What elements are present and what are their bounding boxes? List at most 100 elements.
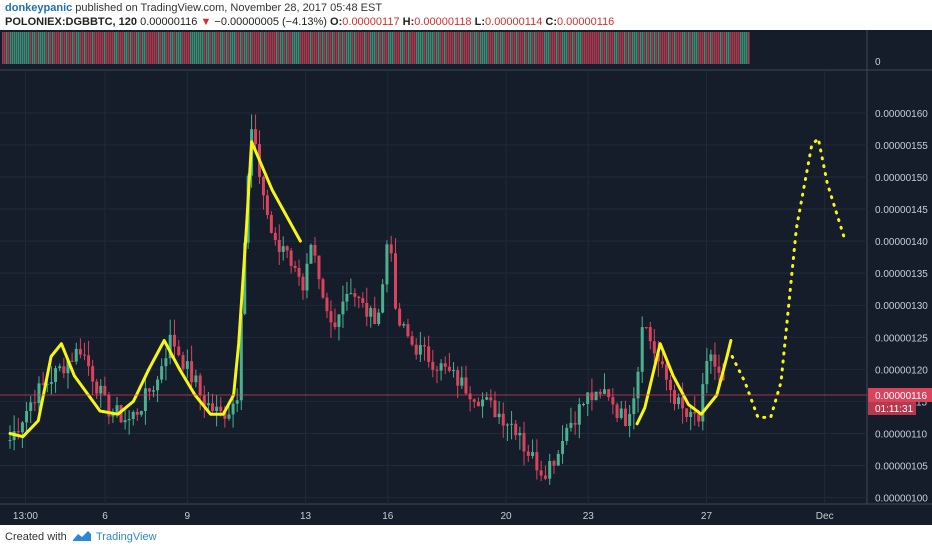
volume-bar: [4, 32, 6, 64]
candle-body: [607, 389, 611, 398]
volume-bar: [450, 32, 452, 64]
volume-bar: [362, 32, 364, 64]
time-tick-label: Dec: [816, 511, 834, 522]
chart-area[interactable]: 0.00000160 0.00000155 0.00000150 0.00000145…: [0, 30, 932, 525]
volume-bar: [154, 32, 156, 64]
volume-bar: [602, 32, 604, 64]
volume-bar: [32, 32, 34, 64]
candle-body: [660, 361, 664, 365]
volume-bar: [166, 32, 168, 64]
candle-body: [227, 414, 231, 419]
axes-layer: 0.00000160 0.00000155 0.00000150 0.00000145…: [0, 57, 932, 522]
annotations-layer: [8, 137, 847, 439]
symbol-name[interactable]: POLONIEX:DGBBTC, 120: [5, 16, 138, 28]
volume-bar: [716, 32, 718, 64]
volume-bar: [218, 32, 220, 64]
volume-bar: [590, 32, 592, 64]
footer: Created with TradingView: [0, 525, 932, 550]
countdown-label: 01:11:31: [875, 404, 914, 415]
volume-bar: [608, 32, 610, 64]
volume-bar: [134, 32, 136, 64]
candle-body: [598, 391, 602, 394]
volume-bar: [366, 32, 368, 64]
volume-bar: [146, 32, 148, 64]
candle-body: [668, 379, 672, 391]
time-tick-label: 6: [102, 511, 108, 522]
candle-body: [181, 355, 185, 369]
volume-bar: [438, 32, 440, 64]
volume-bar: [52, 32, 54, 64]
volume-bar: [156, 32, 158, 64]
volume-bar: [686, 32, 688, 64]
volume-panel: [2, 32, 750, 64]
volume-bar: [196, 32, 198, 64]
price-change: −0.00000005 (−4.13%): [214, 16, 327, 28]
volume-bar: [334, 32, 336, 64]
volume-bar: [520, 32, 522, 64]
candle-body: [333, 322, 337, 327]
candle-body: [8, 440, 12, 442]
candle-body: [281, 246, 285, 252]
candle-body: [99, 385, 103, 394]
projection-dotted-line: [730, 137, 847, 419]
volume-bar: [634, 32, 636, 64]
candle-body: [485, 397, 489, 400]
volume-bar: [224, 32, 226, 64]
volume-bar: [14, 32, 16, 64]
price-tick-label: 0.00000160: [875, 109, 928, 120]
author-link[interactable]: donkeypanic: [5, 2, 73, 14]
candle-body: [582, 404, 586, 406]
volume-bar: [254, 32, 256, 64]
volume-bar: [416, 32, 418, 64]
candle-body: [717, 366, 721, 373]
volume-bar: [538, 32, 540, 64]
volume-bar: [496, 32, 498, 64]
volume-bar: [584, 32, 586, 64]
volume-bar: [38, 32, 40, 64]
volume-bar: [588, 32, 590, 64]
volume-bar: [86, 32, 88, 64]
volume-bar: [672, 32, 674, 64]
candle-body: [489, 397, 493, 401]
volume-bar: [194, 32, 196, 64]
volume-bar: [54, 32, 56, 64]
drawn-trend-line: [8, 140, 302, 439]
volume-bar: [6, 32, 8, 64]
candle-body: [152, 390, 156, 392]
volume-bar: [718, 32, 720, 64]
volume-bar: [280, 32, 282, 64]
volume-bar: [332, 32, 334, 64]
volume-bar: [690, 32, 692, 64]
volume-bar: [422, 32, 424, 64]
plot-background: [0, 30, 867, 504]
volume-bar: [90, 32, 92, 64]
volume-bar: [598, 32, 600, 64]
candle-body: [493, 400, 497, 418]
volume-bar: [44, 32, 46, 64]
volume-bar: [486, 32, 488, 64]
volume-bar: [720, 32, 722, 64]
volume-bar: [622, 32, 624, 64]
volume-bar: [192, 32, 194, 64]
volume-bar: [118, 32, 120, 64]
volume-bar: [322, 32, 324, 64]
price-chart[interactable]: 0.00000160 0.00000155 0.00000150 0.00000145…: [0, 30, 932, 525]
volume-bar: [130, 32, 132, 64]
volume-bar: [234, 32, 236, 64]
candle-body: [353, 293, 357, 297]
candle-body: [147, 388, 151, 392]
volume-bar: [342, 32, 344, 64]
tradingview-brand[interactable]: TradingView: [96, 531, 157, 543]
candle-body: [406, 324, 410, 337]
volume-bar: [506, 32, 508, 64]
time-tick-label: 13: [300, 511, 312, 522]
price-tick-label: 0.00000135: [875, 269, 928, 280]
volume-bar: [696, 32, 698, 64]
volume-bar: [570, 32, 572, 64]
volume-bar: [308, 32, 310, 64]
volume-bar: [542, 32, 544, 64]
volume-bar: [414, 32, 416, 64]
volume-bar: [522, 32, 524, 64]
volume-bar: [298, 32, 300, 64]
candle-body: [202, 395, 206, 406]
